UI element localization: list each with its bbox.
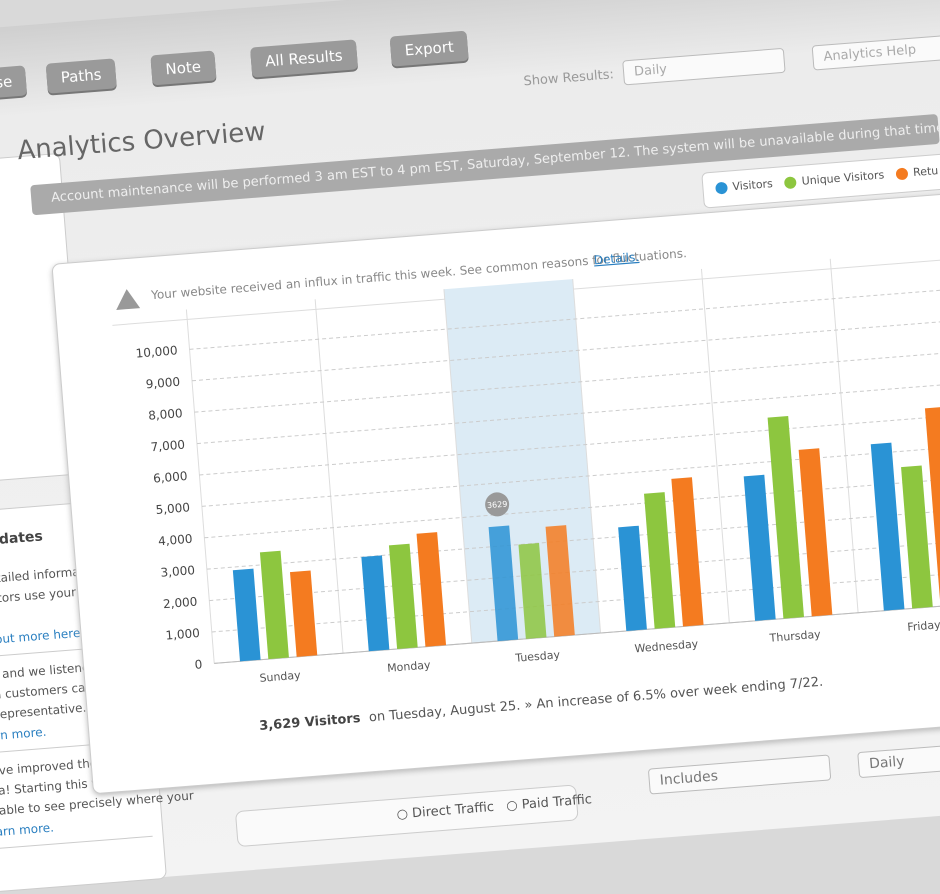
close-button[interactable]: ose [0, 65, 28, 100]
show-results-label: Show Results: [522, 67, 615, 90]
legend-swatch [715, 181, 728, 195]
bar [798, 448, 833, 617]
column-divider [829, 258, 859, 613]
bar [388, 543, 418, 649]
legend-swatch [784, 176, 798, 190]
grid-line [196, 382, 940, 445]
all-results-button[interactable]: All Results [250, 39, 358, 78]
summary-text: on Tuesday, August 25. » An increase of … [368, 675, 823, 726]
legend-item[interactable]: Visitors [715, 177, 774, 195]
bar [289, 570, 318, 657]
bar [545, 525, 575, 637]
bar [518, 543, 547, 639]
radio-label: Direct Traffic [411, 799, 495, 822]
y-tick-label: 10,000 [135, 343, 178, 360]
bar [259, 550, 289, 660]
column-divider [443, 289, 473, 644]
radio-paid[interactable]: ○ Paid Traffic [505, 792, 593, 814]
bar [488, 525, 519, 642]
export-button[interactable]: Export [389, 30, 469, 67]
x-axis [214, 602, 940, 664]
x-tick-label: Sunday [259, 669, 302, 685]
legend-label: Visitors [731, 177, 774, 194]
x-tick-label: Thursday [768, 628, 821, 645]
grid-line [194, 350, 940, 413]
y-tick-label: 4,000 [158, 532, 193, 549]
grid-line [191, 319, 940, 382]
update-link[interactable]: Learn more. [0, 724, 47, 745]
bar [644, 492, 676, 629]
y-tick-label: 6,000 [153, 469, 188, 486]
tooltip-bubble [485, 492, 510, 517]
column-divider [700, 268, 730, 623]
legend-item[interactable]: Unique Visitors [784, 168, 885, 190]
column-divider [572, 279, 602, 634]
chart: Your website received an influx in traff… [112, 246, 940, 734]
y-tick-label: 7,000 [150, 438, 185, 455]
grid-line [206, 507, 940, 570]
paths-button[interactable]: Paths [45, 58, 117, 94]
note-button[interactable]: Note [150, 50, 217, 86]
y-tick-label: 1,000 [165, 626, 200, 643]
bar [870, 442, 905, 611]
grid-line [204, 476, 940, 539]
bar [618, 525, 647, 631]
radio-direct[interactable]: ○ Direct Traffic [396, 799, 495, 823]
column-divider [185, 309, 215, 664]
x-tick-label: Wednesday [634, 637, 699, 655]
show-results-select[interactable]: Daily [622, 47, 786, 86]
y-tick-label: 0 [194, 657, 203, 672]
bar [901, 465, 933, 609]
bar [671, 477, 704, 627]
bar [743, 474, 776, 621]
update-link[interactable]: Find out more here. [0, 625, 85, 649]
traffic-filter: ○ Direct Traffic ○ Paid Traffic [234, 784, 592, 848]
help-button[interactable]: Analytics Help [811, 35, 940, 71]
legend-label: Unique Visitors [801, 168, 885, 188]
legend-item[interactable]: Retu [895, 164, 939, 181]
y-tick-label: 9,000 [145, 375, 180, 392]
y-tick-label: 8,000 [148, 406, 183, 423]
x-tick-label: Monday [387, 658, 432, 674]
legend-label: Retu [912, 164, 939, 180]
legend-swatch [895, 167, 909, 181]
update-link[interactable]: Learn more. [0, 820, 55, 841]
x-tick-label: Tuesday [514, 648, 561, 665]
grid-line [211, 570, 940, 633]
bar [416, 532, 447, 647]
bar [924, 406, 940, 607]
radio-label: Paid Traffic [521, 792, 593, 813]
y-tick-label: 2,000 [163, 595, 198, 612]
chart-panel: Your website received an influx in traff… [51, 191, 940, 795]
includes-select[interactable]: Includes [647, 754, 832, 795]
grid-line [199, 413, 940, 476]
column-divider [314, 299, 344, 654]
grid-line [209, 539, 940, 602]
y-tick-label: 3,000 [160, 563, 195, 580]
grid-line [201, 445, 940, 507]
notice-link[interactable]: Details. [593, 250, 639, 268]
grid-line [189, 288, 940, 350]
period-select[interactable]: Daily [857, 739, 940, 779]
tooltip-value: 3629 [487, 500, 508, 511]
x-tick-label: Friday [907, 618, 940, 634]
summary-visitors: 3,629 Visitors [259, 711, 362, 734]
bar [232, 568, 261, 662]
bar [767, 415, 805, 619]
bar [361, 555, 390, 652]
warning-icon [116, 289, 141, 310]
page-title: Analytics Overview [16, 116, 267, 167]
y-tick-label: 5,000 [155, 500, 190, 517]
